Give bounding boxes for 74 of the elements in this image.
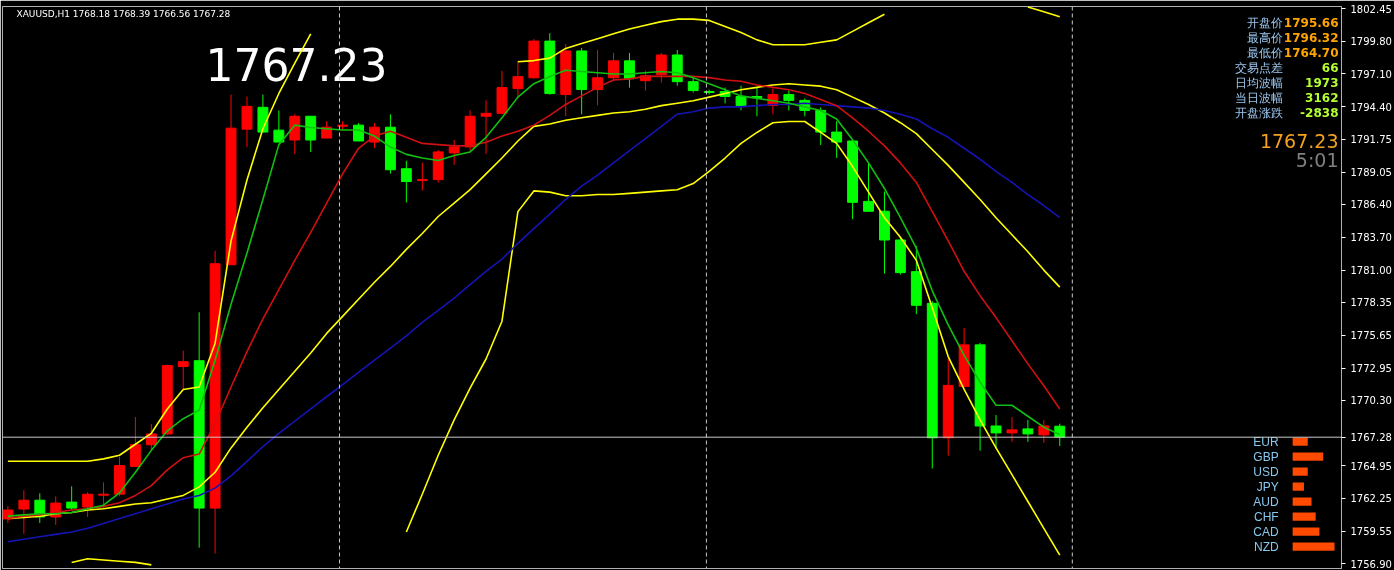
- candlestick: [241, 96, 253, 148]
- candlestick: [448, 139, 460, 166]
- y-tick-label: 1791.75: [1350, 134, 1392, 146]
- candlestick: [416, 162, 428, 192]
- y-tick-label: 1775.65: [1350, 330, 1392, 342]
- bar: [1292, 527, 1320, 536]
- candlestick: [129, 416, 141, 468]
- y-tick-label: 1797.10: [1350, 68, 1392, 80]
- y-tick-label: 1781.00: [1350, 265, 1392, 277]
- y-tick-label: 1756.90: [1350, 558, 1392, 570]
- y-tick-label: 1764.95: [1350, 460, 1392, 472]
- y-tick-label: EUR: [1253, 434, 1279, 449]
- candlestick: [1022, 419, 1034, 443]
- candlestick: [990, 414, 1002, 450]
- text: 3162: [1305, 91, 1339, 105]
- y-tick-label: 1772.95: [1350, 363, 1392, 375]
- text: 1973: [1305, 76, 1339, 90]
- chart-title: XAUUSD,H1 1768.18 1768.39 1766.56 1767.28: [16, 8, 231, 19]
- y-tick-label: 1799.80: [1350, 36, 1392, 48]
- candlestick: [1006, 416, 1018, 443]
- candlestick: [655, 52, 667, 84]
- y-tick-label: USD: [1253, 464, 1279, 479]
- candlestick: [273, 109, 285, 143]
- y-tick-label: AUD: [1253, 494, 1279, 509]
- bar: [1292, 467, 1308, 476]
- y-tick-label: 1786.40: [1350, 199, 1392, 211]
- text: 当日波幅: [1234, 90, 1283, 105]
- bar: [1292, 497, 1312, 506]
- y-tick-label: 1759.55: [1350, 526, 1392, 538]
- candlestick: [18, 489, 30, 535]
- text: 开盘价: [1246, 15, 1283, 30]
- candlestick: [735, 85, 747, 111]
- ref-line-label: 1767.28: [1350, 432, 1392, 444]
- candlestick: [608, 52, 619, 82]
- text: 1764.70: [1283, 46, 1339, 60]
- bar: [1292, 542, 1335, 551]
- text: 交易点差: [1234, 60, 1283, 75]
- y-tick-label: 1770.30: [1350, 395, 1392, 407]
- y-tick-label: 1783.70: [1350, 232, 1392, 244]
- bar: [1292, 482, 1304, 491]
- text: 66: [1321, 61, 1339, 75]
- candlestick: [512, 60, 524, 99]
- candlestick: [480, 99, 492, 155]
- y-tick-label: CAD: [1253, 524, 1279, 539]
- text: 1796.32: [1283, 31, 1339, 45]
- y-tick-label: CHF: [1253, 509, 1279, 524]
- text: 1795.66: [1283, 16, 1339, 30]
- y-tick-label: 1802.45: [1350, 3, 1392, 15]
- candlestick: [783, 90, 795, 111]
- candlestick: [863, 162, 874, 212]
- y-tick-label: 1778.35: [1350, 297, 1392, 309]
- y-tick-label: 1789.05: [1350, 167, 1392, 179]
- candlestick: [400, 160, 412, 203]
- text: 日均波幅: [1234, 75, 1283, 90]
- y-tick-label: 1794.40: [1350, 101, 1392, 113]
- candlestick: [82, 491, 94, 518]
- text: -2838: [1300, 106, 1339, 120]
- candlestick: [305, 115, 317, 153]
- bar: [1292, 512, 1316, 521]
- y-tick-label: 1762.25: [1350, 493, 1392, 505]
- candlestick: [98, 481, 109, 509]
- text: 最低价: [1246, 45, 1283, 60]
- candlestick: [831, 120, 843, 159]
- y-tick-label: JPY: [1256, 479, 1279, 494]
- candlestick: [592, 49, 604, 106]
- text: 开盘涨跌: [1234, 105, 1283, 120]
- text: 最高价: [1246, 30, 1283, 45]
- candlestick: [289, 113, 301, 155]
- y-tick-label: NZD: [1253, 539, 1279, 554]
- y-tick-label: GBP: [1253, 449, 1279, 464]
- candlestick: [703, 89, 715, 96]
- candlestick: [177, 350, 189, 390]
- candlestick: [815, 106, 827, 146]
- bar: [1292, 452, 1324, 461]
